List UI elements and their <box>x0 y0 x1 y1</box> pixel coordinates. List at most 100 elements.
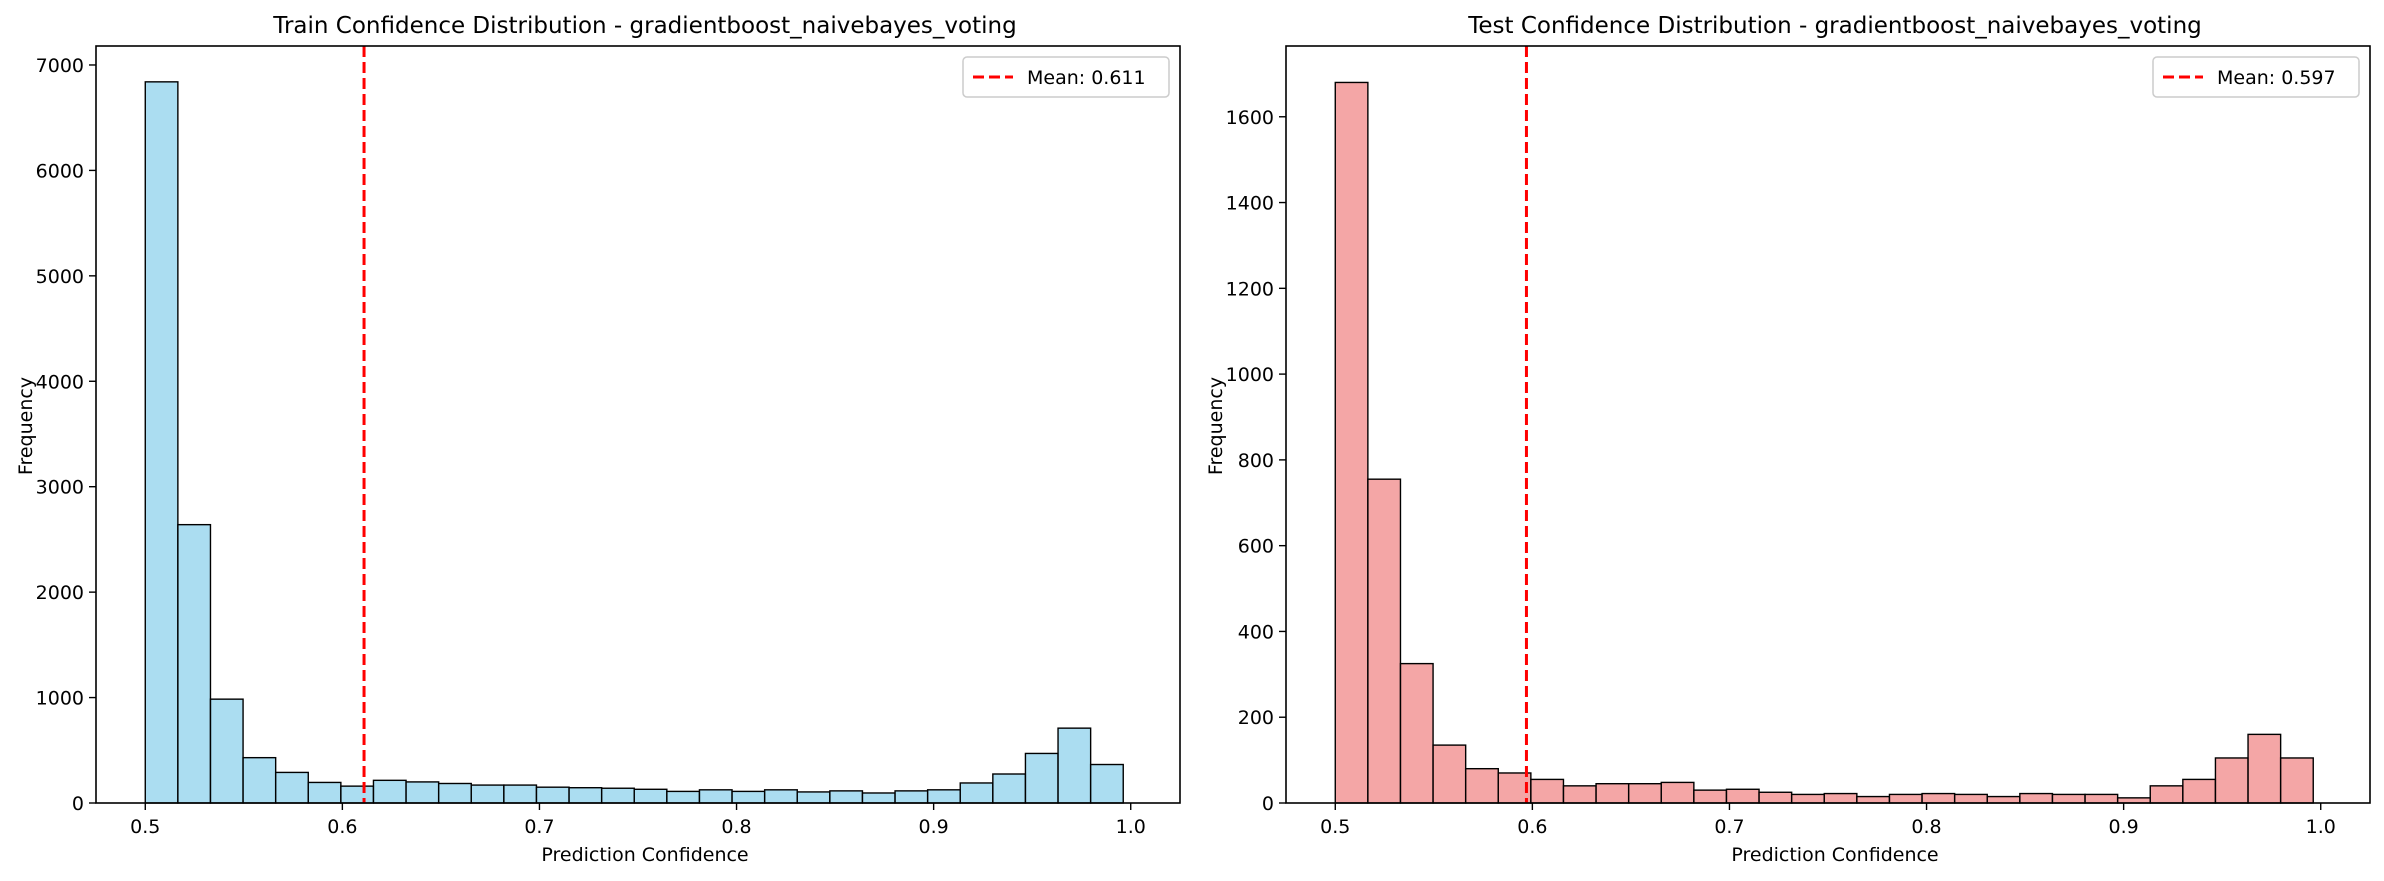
test-x-ticks: 0.5 0.6 0.7 0.8 0.9 1.0 <box>1320 803 2336 838</box>
test-x-tick-label: 0.9 <box>2109 816 2139 838</box>
train-histogram-bar <box>698 789 733 804</box>
test-chart-title: Test Confidence Distribution - gradientb… <box>1467 13 2202 39</box>
test-histogram-bar <box>1953 793 1988 804</box>
test-histogram-bar <box>2149 785 2184 804</box>
train-legend-label: Mean: 0.611 <box>1027 67 1146 89</box>
train-y-tick-label: 7000 <box>36 55 84 77</box>
test-histogram-bar <box>1758 791 1793 804</box>
train-x-axis-label: Prediction Confidence <box>541 844 748 866</box>
train-histogram-bar <box>731 790 766 804</box>
train-legend: Mean: 0.611 <box>962 56 1170 98</box>
test-panel: Test Confidence Distribution - gradientb… <box>1205 13 2371 866</box>
train-histogram-bar <box>177 523 212 804</box>
test-histogram-bar <box>1367 478 1402 804</box>
train-histogram-bar <box>763 789 798 804</box>
train-histogram-bar <box>274 771 309 804</box>
test-y-tick-label: 200 <box>1238 707 1274 729</box>
test-histogram-bar <box>1693 789 1728 804</box>
train-panel: Train Confidence Distribution - gradient… <box>15 13 1181 866</box>
test-y-ticks: 0 200 400 600 800 1000 1200 1400 1600 <box>1226 107 1286 815</box>
train-x-tick-label: 0.5 <box>130 816 160 838</box>
test-x-tick-label: 1.0 <box>2306 816 2336 838</box>
test-histogram-bar <box>1823 792 1858 804</box>
train-x-tick-label: 0.8 <box>721 816 751 838</box>
train-histogram-bar <box>666 790 701 804</box>
test-x-axis-label: Prediction Confidence <box>1731 844 1938 866</box>
test-y-tick-label: 400 <box>1238 621 1274 643</box>
train-y-tick-label: 6000 <box>36 160 84 182</box>
test-histogram-bar <box>2051 793 2086 804</box>
test-histogram-bar <box>1790 793 1825 804</box>
train-histogram-bar <box>340 785 375 804</box>
train-histogram-bar <box>568 787 603 804</box>
test-histogram-bar <box>2214 757 2249 804</box>
train-y-axis-label: Frequency <box>15 377 37 475</box>
test-histogram-bar <box>1399 662 1434 804</box>
test-x-tick-label: 0.8 <box>1911 816 1941 838</box>
train-histogram-bar <box>959 782 994 804</box>
train-x-tick-label: 0.7 <box>524 816 554 838</box>
train-histogram-bar <box>992 773 1027 804</box>
test-histogram-bar <box>1888 793 1923 804</box>
train-histogram-bar <box>633 788 668 804</box>
test-histogram-bar <box>1856 795 1891 804</box>
test-y-tick-label: 1400 <box>1226 193 1274 215</box>
train-y-tick-label: 3000 <box>36 477 84 499</box>
test-x-tick-label: 0.6 <box>1517 816 1547 838</box>
train-y-tick-label: 0 <box>72 793 84 815</box>
train-histogram-bar <box>535 786 570 804</box>
test-histogram-bar <box>1921 792 1956 804</box>
train-histogram-bar <box>209 698 244 804</box>
train-y-tick-label: 5000 <box>36 266 84 288</box>
train-x-tick-label: 1.0 <box>1116 816 1146 838</box>
train-histogram-bar <box>437 782 472 804</box>
test-histogram-bar <box>1595 782 1630 804</box>
train-histogram-bar <box>1089 763 1124 804</box>
test-histogram-bar <box>2084 793 2119 804</box>
test-y-tick-label: 600 <box>1238 536 1274 558</box>
test-y-tick-label: 1600 <box>1226 107 1274 129</box>
train-chart-title: Train Confidence Distribution - gradient… <box>272 13 1016 39</box>
train-y-tick-label: 2000 <box>36 582 84 604</box>
test-legend-label: Mean: 0.597 <box>2217 67 2336 89</box>
train-histogram-bar <box>405 781 440 804</box>
test-y-tick-label: 1000 <box>1226 364 1274 386</box>
train-histogram-bar <box>1057 727 1092 804</box>
train-histogram-bar <box>861 792 896 804</box>
train-histogram-bar <box>470 784 505 804</box>
test-histogram-bar <box>1725 788 1760 804</box>
test-histogram-bar <box>1562 785 1597 804</box>
test-histogram-bar <box>1530 778 1565 804</box>
test-y-tick-label: 800 <box>1238 450 1274 472</box>
train-y-tick-label: 1000 <box>36 688 84 710</box>
train-histogram-bar <box>372 779 407 804</box>
train-x-ticks: 0.5 0.6 0.7 0.8 0.9 1.0 <box>130 803 1146 838</box>
train-histogram-bar <box>1024 752 1059 804</box>
test-histogram-bar <box>1334 81 1369 804</box>
train-y-ticks: 0 1000 2000 3000 4000 5000 6000 7000 <box>36 55 96 815</box>
test-bars <box>1334 81 2314 804</box>
train-histogram-bar <box>242 756 277 804</box>
test-histogram-bar <box>1627 782 1662 804</box>
train-x-tick-label: 0.9 <box>919 816 949 838</box>
test-histogram-bar <box>2182 778 2217 804</box>
train-histogram-bar <box>829 790 864 804</box>
train-bars <box>144 81 1124 804</box>
test-legend-box <box>2152 56 2360 98</box>
train-histogram-bar <box>894 790 929 804</box>
test-histogram-bar <box>1660 781 1695 804</box>
test-histogram-bar <box>2279 757 2314 804</box>
test-y-tick-label: 1200 <box>1226 278 1274 300</box>
test-x-tick-label: 0.7 <box>1714 816 1744 838</box>
test-histogram-bar <box>2247 733 2282 804</box>
test-y-axis-label: Frequency <box>1205 377 1227 475</box>
test-legend: Mean: 0.597 <box>2152 56 2360 98</box>
train-legend-box <box>962 56 1170 98</box>
test-histogram-bar <box>1986 795 2021 804</box>
test-y-tick-label: 0 <box>1262 793 1274 815</box>
test-histogram-bar <box>1432 744 1467 804</box>
train-y-tick-label: 4000 <box>36 371 84 393</box>
train-histogram-bar <box>600 787 635 804</box>
train-plot-frame <box>95 45 1181 804</box>
